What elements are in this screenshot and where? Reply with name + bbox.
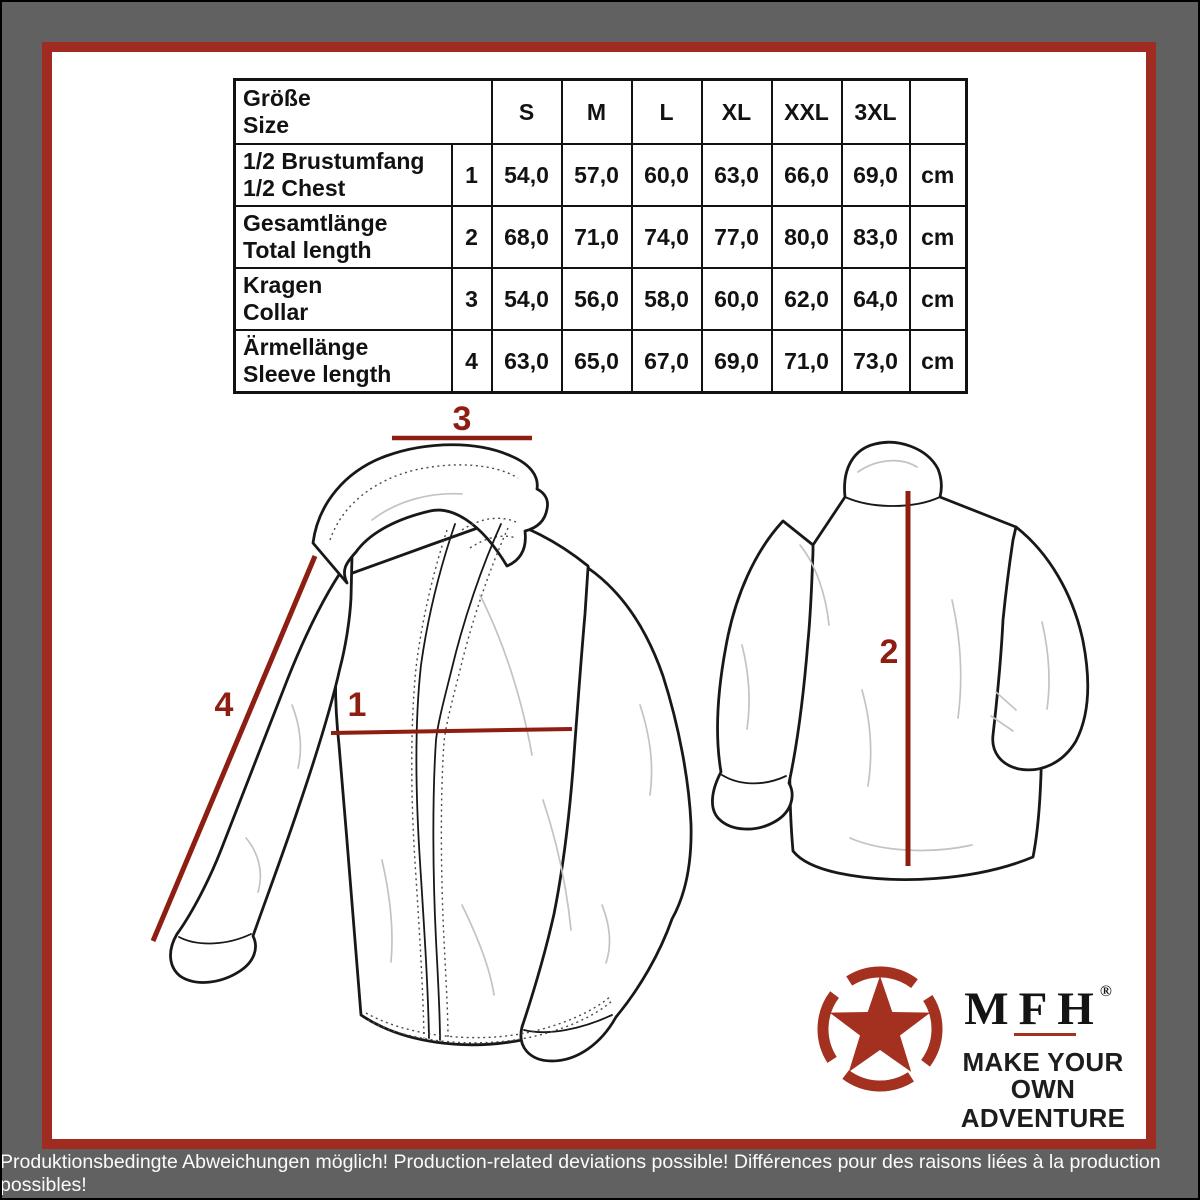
table-header-label: Größe Size	[233, 78, 493, 145]
cell-value: 74,0	[630, 205, 703, 269]
table-row-chest: 1/2 Brustumfang 1/2 Chest 1 54,0 57,0 60…	[233, 143, 968, 207]
cell-value: 80,0	[770, 205, 843, 269]
header-size-m: M	[560, 78, 633, 145]
logo-brand: MFH®	[952, 968, 1124, 1033]
cell-value: 60,0	[700, 267, 773, 331]
cell-value: 57,0	[560, 143, 633, 207]
logo-tagline-line1: MAKE YOUR OWN	[962, 1047, 1124, 1104]
row-label-de: Gesamtlänge	[243, 210, 388, 236]
cell-value: 83,0	[840, 205, 911, 269]
cell-value: 67,0	[630, 329, 703, 394]
header-size-xxl: XXL	[770, 78, 843, 145]
row-label-en: 1/2 Chest	[243, 175, 346, 201]
cell-value: 71,0	[770, 329, 843, 394]
header-size-3xl: 3XL	[840, 78, 911, 145]
row-label-en: Total length	[243, 237, 372, 263]
row-label: Gesamtlänge Total length	[233, 205, 453, 269]
header-size-xl: XL	[700, 78, 773, 145]
footer-disclaimer-text: Produktionsbedingte Abweichungen möglich…	[0, 1150, 1161, 1196]
logo-tagline-line2: ADVENTURE	[960, 1103, 1126, 1133]
cell-value: 77,0	[700, 205, 773, 269]
registered-trademark-icon: ®	[1099, 983, 1112, 1000]
cell-value: 65,0	[560, 329, 633, 394]
header-unit-cell	[908, 78, 968, 145]
cell-value: 54,0	[490, 267, 563, 331]
header-size-s: S	[490, 78, 563, 145]
cell-value: 62,0	[770, 267, 843, 331]
cell-value: 69,0	[840, 143, 911, 207]
cell-value: 68,0	[490, 205, 563, 269]
table-row-collar: Kragen Collar 3 54,0 56,0 58,0 60,0 62,0…	[233, 267, 968, 331]
row-index: 2	[450, 205, 493, 269]
header-size-l: L	[630, 78, 703, 145]
cell-value: 63,0	[490, 329, 563, 394]
cell-unit: cm	[908, 205, 968, 269]
cell-unit: cm	[908, 329, 968, 394]
row-index: 1	[450, 143, 493, 207]
footer-disclaimer: Produktionsbedingte Abweichungen möglich…	[0, 1150, 1200, 1197]
size-table: Größe Size S M L XL XXL 3XL 1/2 Brustumf…	[233, 78, 968, 394]
cell-value: 66,0	[770, 143, 843, 207]
cell-value: 54,0	[490, 143, 563, 207]
header-label-en: Size	[243, 112, 290, 138]
cell-value: 56,0	[560, 267, 633, 331]
table-row-sleeve-length: Ärmellänge Sleeve length 4 63,0 65,0 67,…	[233, 329, 968, 394]
logo-tagline: MAKE YOUR OWN ADVENTURE	[943, 1049, 1143, 1132]
cell-value: 73,0	[840, 329, 911, 394]
row-label: 1/2 Brustumfang 1/2 Chest	[233, 143, 453, 207]
cell-unit: cm	[908, 267, 968, 331]
row-label-de: Ärmellänge	[243, 334, 369, 360]
row-label: Kragen Collar	[233, 267, 453, 331]
table-header-row: Größe Size S M L XL XXL 3XL	[233, 78, 968, 145]
row-index: 3	[450, 267, 493, 331]
cell-value: 64,0	[840, 267, 911, 331]
cell-value: 69,0	[700, 329, 773, 394]
cell-value: 71,0	[560, 205, 633, 269]
row-label-en: Sleeve length	[243, 361, 392, 387]
cell-value: 60,0	[630, 143, 703, 207]
row-label-en: Collar	[243, 299, 309, 325]
header-label-de: Größe	[243, 85, 311, 111]
cell-unit: cm	[908, 143, 968, 207]
cell-value: 58,0	[630, 267, 703, 331]
row-label-de: Kragen	[243, 272, 323, 298]
logo-brand-text: MFH	[964, 983, 1104, 1035]
table-row-total-length: Gesamtlänge Total length 2 68,0 71,0 74,…	[233, 205, 968, 269]
logo-divider	[1014, 1033, 1076, 1036]
row-label-de: 1/2 Brustumfang	[243, 148, 425, 174]
row-label: Ärmellänge Sleeve length	[233, 329, 453, 394]
row-index: 4	[450, 329, 493, 394]
cell-value: 63,0	[700, 143, 773, 207]
